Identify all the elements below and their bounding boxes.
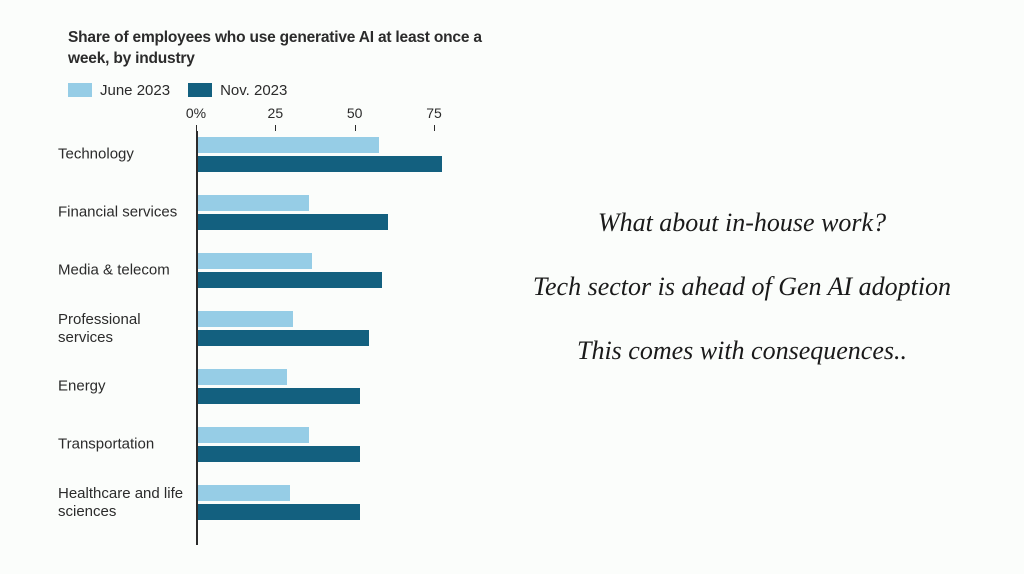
callout-text: This comes with consequences.. <box>577 334 907 368</box>
category-group: Technology <box>198 137 480 172</box>
chart-panel: Share of employees who use generative AI… <box>0 0 500 574</box>
bar-june <box>198 253 312 269</box>
x-tick-mark <box>355 125 356 131</box>
category-label: Healthcare and life sciences <box>58 485 198 520</box>
bar-nov <box>198 272 382 288</box>
chart-legend: June 2023 Nov. 2023 <box>68 82 500 99</box>
bar-june <box>198 195 309 211</box>
category-group: Financial services <box>198 195 480 230</box>
x-tick-label: 50 <box>347 105 363 121</box>
category-group: Transportation <box>198 427 480 462</box>
x-tick-mark <box>434 125 435 131</box>
callout-text: Tech sector is ahead of Gen AI adoption <box>533 270 951 304</box>
category-label: Professional services <box>58 311 198 346</box>
legend-swatch <box>188 83 212 97</box>
bar-june <box>198 427 309 443</box>
bar-nov <box>198 446 360 462</box>
bar-nov <box>198 504 360 520</box>
x-tick-label: 0% <box>186 105 206 121</box>
axis-area: 0%255075 TechnologyFinancial servicesMed… <box>196 105 480 545</box>
x-tick-label: 75 <box>426 105 442 121</box>
bar-nov <box>198 214 388 230</box>
x-tick-label: 25 <box>268 105 284 121</box>
x-axis: 0%255075 <box>196 105 480 129</box>
bar-june <box>198 137 379 153</box>
bars-region: Technology Financial services Media & tele… <box>198 137 480 545</box>
category-label: Energy <box>58 378 198 395</box>
category-group: Professional services <box>198 311 480 346</box>
callout-text: What about in-house work? <box>598 206 886 240</box>
chart-plot: 0% 25 50 75 Technology Financial services Med… <box>68 105 500 545</box>
category-label: Media & telecom <box>58 262 198 279</box>
category-group: Energy <box>198 369 480 404</box>
slide-container: Share of employees who use generative AI… <box>0 0 1024 574</box>
bar-nov <box>198 330 369 346</box>
legend-item: June 2023 <box>68 82 170 99</box>
category-group: Media & telecom <box>198 253 480 288</box>
legend-label: Nov. 2023 <box>220 82 287 99</box>
text-panel: What about in-house work? Tech sector is … <box>500 0 1024 574</box>
bar-june <box>198 485 290 501</box>
category-label: Financial services <box>58 204 198 221</box>
chart-title: Share of employees who use generative AI… <box>68 28 500 70</box>
x-tick-mark <box>275 125 276 131</box>
category-group: Healthcare and life sciences <box>198 485 480 520</box>
bar-nov <box>198 156 442 172</box>
legend-swatch <box>68 83 92 97</box>
bar-nov <box>198 388 360 404</box>
bar-june <box>198 311 293 327</box>
category-label: Technology <box>58 146 198 163</box>
legend-item: Nov. 2023 <box>188 82 287 99</box>
category-label: Transportation <box>58 436 198 453</box>
legend-label: June 2023 <box>100 82 170 99</box>
bar-june <box>198 369 287 385</box>
